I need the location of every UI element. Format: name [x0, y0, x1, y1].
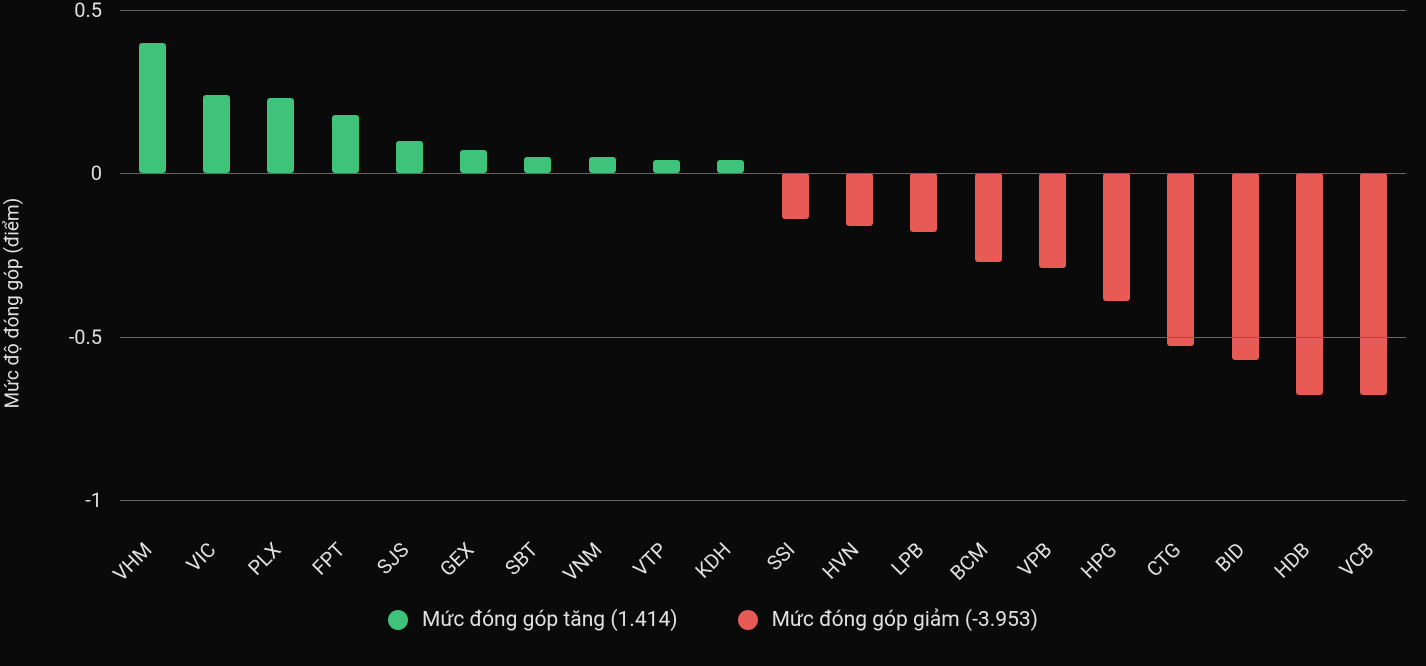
bar-ssi	[782, 173, 809, 219]
bar-plx	[267, 98, 294, 173]
x-tick-label: SJS	[372, 538, 414, 580]
bar-vnm	[589, 157, 616, 173]
bar-vpb	[1039, 173, 1066, 268]
bar-vcb	[1360, 173, 1387, 395]
bar-hdb	[1296, 173, 1323, 395]
gridline	[120, 500, 1406, 501]
bar-hpg	[1103, 173, 1130, 300]
x-tick-label: GEX	[435, 538, 479, 582]
bar-bid	[1232, 173, 1259, 359]
gridline	[120, 173, 1406, 174]
y-tick-label: 0.5	[74, 0, 102, 22]
bar-vtp	[653, 160, 680, 173]
y-tick-label: -1	[85, 488, 102, 512]
y-tick-label: 0	[91, 161, 102, 185]
x-tick-label: BCM	[945, 538, 992, 585]
x-tick-label: PLX	[243, 538, 285, 580]
x-tick-label: FPT	[307, 538, 349, 580]
gridline	[120, 10, 1406, 11]
x-tick-label: VTP	[628, 538, 671, 581]
x-tick-label: VNM	[558, 538, 606, 586]
bars-group	[120, 10, 1406, 500]
x-tick-label: BID	[1211, 538, 1250, 577]
x-tick-label: VCB	[1334, 538, 1378, 582]
bar-sbt	[524, 157, 551, 173]
legend-dot-negative	[738, 610, 758, 630]
bar-hvn	[846, 173, 873, 225]
legend-item-negative: Mức đóng góp giảm (-3.953)	[738, 608, 1038, 632]
bar-sjs	[396, 141, 423, 174]
bar-vic	[203, 95, 230, 173]
bar-gex	[460, 150, 487, 173]
x-tick-label: HDB	[1269, 538, 1314, 583]
x-tick-label: HVN	[818, 538, 864, 584]
bar-vhm	[139, 43, 166, 174]
legend-item-positive: Mức đóng góp tăng (1.414)	[388, 608, 678, 632]
y-axis-title: Mức độ đóng góp (điểm)	[1, 198, 24, 409]
x-tick-label: VPB	[1013, 538, 1057, 582]
y-tick-label: -0.5	[69, 325, 102, 349]
x-tick-label: CTG	[1142, 538, 1186, 582]
x-tick-label: VHM	[108, 538, 156, 586]
x-tick-label: SSI	[762, 538, 800, 576]
bar-kdh	[717, 160, 744, 173]
bar-fpt	[332, 115, 359, 174]
plot-area: 0.50-0.5-1	[120, 10, 1406, 500]
legend-label-positive: Mức đóng góp tăng (1.414)	[422, 608, 678, 632]
x-tick-label: LPB	[886, 538, 928, 580]
bar-ctg	[1167, 173, 1194, 346]
legend-dot-positive	[388, 610, 408, 630]
bar-lpb	[910, 173, 937, 232]
x-tick-label: HPG	[1076, 538, 1122, 584]
legend-label-negative: Mức đóng góp giảm (-3.953)	[772, 608, 1038, 632]
x-tick-label: KDH	[690, 538, 735, 583]
legend: Mức đóng góp tăng (1.414) Mức đóng góp g…	[0, 608, 1426, 632]
contribution-bar-chart: Mức độ đóng góp (điểm) 0.50-0.5-1 VHMVIC…	[0, 0, 1426, 666]
bar-bcm	[975, 173, 1002, 261]
x-tick-label: VIC	[182, 538, 221, 577]
x-axis-labels: VHMVICPLXFPTSJSGEXSBTVNMVTPKDHSSIHVNLPBB…	[120, 512, 1406, 592]
x-tick-label: SBT	[500, 538, 542, 580]
gridline	[120, 337, 1406, 338]
